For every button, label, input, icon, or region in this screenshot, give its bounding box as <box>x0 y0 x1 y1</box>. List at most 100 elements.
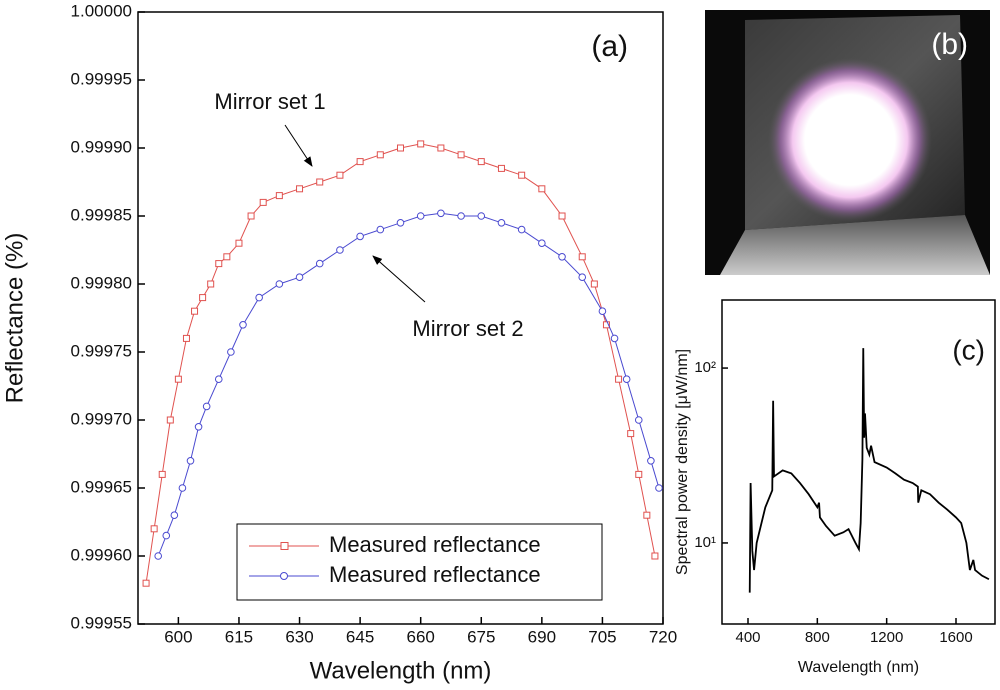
x-tick-label: 645 <box>346 627 374 646</box>
x-tick-label: 660 <box>407 627 435 646</box>
data-point <box>170 511 179 520</box>
data-point <box>223 253 231 261</box>
data-point <box>558 252 566 261</box>
series-line <box>748 348 990 593</box>
x-tick-label: 690 <box>528 627 556 646</box>
data-point <box>275 280 284 288</box>
y-tick-label: 0.99960 <box>71 545 132 564</box>
data-point <box>174 375 182 383</box>
data-point <box>651 552 659 560</box>
data-point <box>235 239 243 247</box>
series-line <box>145 143 656 584</box>
y-tick-label: 0.99955 <box>71 613 132 632</box>
x-tick-label: 400 <box>735 629 760 646</box>
data-point <box>627 430 635 438</box>
data-point <box>158 470 166 478</box>
data-point <box>376 151 384 159</box>
data-point <box>643 511 651 519</box>
data-point <box>356 232 364 241</box>
y-tick-label: 0.99980 <box>71 273 132 292</box>
x-axis-title: Wavelength (nm) <box>798 659 919 676</box>
y-axis-title: Spectral power density [μW/nm] <box>674 349 691 575</box>
data-point <box>590 280 598 288</box>
data-point <box>396 219 405 227</box>
x-tick-label: 675 <box>467 627 495 646</box>
data-point <box>255 293 263 302</box>
data-point <box>214 375 223 384</box>
data-point <box>634 416 643 424</box>
plot-frame <box>137 11 664 625</box>
data-point <box>622 375 631 384</box>
y-tick-label: 0.99975 <box>71 341 132 360</box>
data-point <box>602 321 610 329</box>
panel-label: (a) <box>591 30 628 63</box>
x-tick-label: 1600 <box>939 629 972 646</box>
data-point <box>517 225 526 234</box>
data-point <box>154 552 162 560</box>
data-point <box>178 484 187 492</box>
data-point <box>655 484 663 492</box>
x-tick-label: 630 <box>285 627 313 646</box>
data-point <box>315 259 324 268</box>
data-point <box>437 209 445 218</box>
x-tick-label: 600 <box>164 627 192 646</box>
photo-floor <box>720 215 990 275</box>
data-point <box>182 334 190 342</box>
data-point <box>186 457 195 465</box>
data-point <box>647 457 655 465</box>
x-axis-title: Wavelength (nm) <box>310 657 492 684</box>
data-point <box>275 192 283 200</box>
y-axis-title: Reflectance (%) <box>1 233 28 404</box>
photo-panel: (b) <box>705 10 990 275</box>
data-point <box>296 185 304 193</box>
x-tick-label: 615 <box>225 627 253 646</box>
plot-frame <box>721 299 996 625</box>
annotation-arrow <box>372 255 426 303</box>
y-tick-label: 0.99995 <box>71 69 132 88</box>
y-tick-label: 0.99965 <box>71 477 132 496</box>
data-point <box>295 273 304 282</box>
y-tick-label: 0.99985 <box>71 205 132 224</box>
data-point <box>416 212 425 220</box>
legend-marker <box>280 542 289 550</box>
data-point <box>477 212 486 220</box>
annotation: Mirror set 1 <box>214 89 325 114</box>
y-tick-label: 1.00000 <box>71 1 132 20</box>
data-point <box>239 321 247 329</box>
data-point <box>356 158 364 166</box>
data-point <box>417 140 425 148</box>
data-point <box>497 164 505 172</box>
data-point <box>538 239 546 247</box>
data-point <box>598 307 607 316</box>
y-tick-label: 0.99990 <box>71 137 132 156</box>
data-point <box>518 171 526 179</box>
data-point <box>615 375 623 383</box>
data-point <box>247 212 255 220</box>
x-tick-label: 705 <box>588 627 616 646</box>
x-tick-label: 1200 <box>870 629 903 646</box>
data-point <box>202 402 211 411</box>
panel-label: (c) <box>952 334 985 365</box>
data-point <box>457 151 465 159</box>
legend-label: Measured reflectance <box>329 562 541 587</box>
legend-box <box>236 523 603 601</box>
legend-label: Measured reflectance <box>329 532 541 557</box>
data-point <box>635 470 643 478</box>
data-point <box>336 171 344 179</box>
y-tick-label: 10² <box>694 359 716 376</box>
data-point <box>376 225 385 234</box>
series-line <box>157 212 660 557</box>
y-tick-label: 10¹ <box>694 534 716 551</box>
data-point <box>477 158 485 166</box>
legend-marker <box>280 572 288 580</box>
data-point <box>558 212 566 220</box>
data-point <box>316 178 324 186</box>
data-point <box>162 531 171 540</box>
data-point <box>191 307 199 315</box>
y-tick-label: 0.99970 <box>71 409 132 428</box>
data-point <box>259 198 267 206</box>
photo-light-spot <box>768 58 932 222</box>
annotation: Mirror set 2 <box>412 316 523 341</box>
data-point <box>142 579 150 587</box>
data-point <box>194 423 203 431</box>
